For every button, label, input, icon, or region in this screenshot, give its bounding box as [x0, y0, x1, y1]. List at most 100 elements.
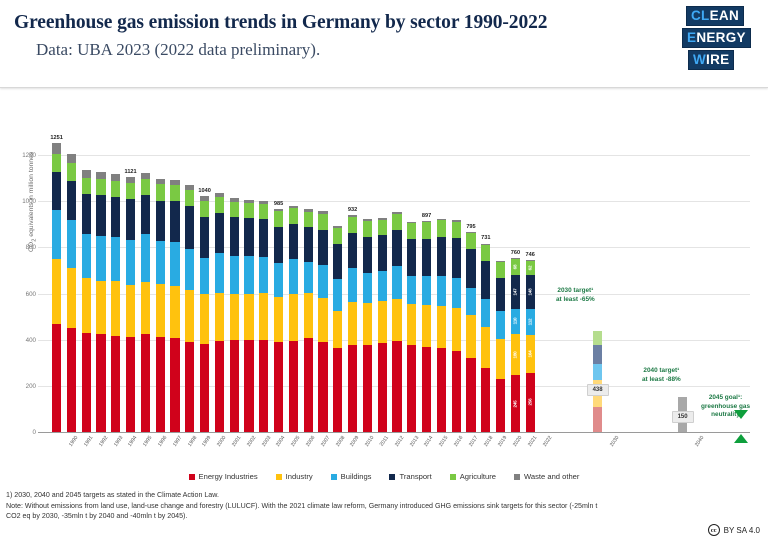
bar-segment-transport: [229, 217, 239, 257]
bar-1998[interactable]: [170, 179, 180, 432]
bar-segment-industry: [81, 277, 91, 333]
chart-legend: Energy Industries Industry Buildings Transp…: [0, 472, 768, 481]
bar-2002[interactable]: [229, 198, 239, 432]
bar-2015[interactable]: 897: [422, 213, 432, 432]
bar-1992[interactable]: [81, 169, 91, 432]
bar-1999[interactable]: [185, 185, 195, 432]
bar-2012[interactable]: [377, 217, 387, 432]
bar-segment-industry: [481, 326, 491, 369]
bar-segment-waste-and-other: [481, 243, 491, 245]
bar-2010[interactable]: 932: [348, 207, 358, 432]
bar-1997[interactable]: [155, 178, 165, 432]
bar-2022[interactable]: 256 164 112 148 62 746: [525, 252, 535, 432]
bar-segment-agriculture: [185, 190, 195, 207]
bar-segment-buildings: [185, 248, 195, 291]
bar-segment-energy-industries: [377, 342, 387, 432]
bar-2005[interactable]: 985: [274, 201, 284, 432]
bar-segment-energy-industries: [214, 341, 224, 432]
bar-segment-agriculture: [96, 179, 106, 196]
bar-segment-agriculture: [140, 178, 150, 195]
legend-item-transport[interactable]: Transport: [389, 472, 432, 481]
target-segment-energy-industries: [593, 407, 603, 432]
target-bar-2030[interactable]: [593, 330, 603, 432]
bar-segment-buildings: [200, 257, 210, 295]
bar-2014[interactable]: [407, 221, 417, 432]
plot-area: CO2 equivalents in million tonnes 0 200 40…: [22, 102, 751, 454]
bar-segment-waste-and-other: [185, 185, 195, 191]
bar-segment-agriculture: [229, 201, 239, 218]
bar-segment-waste-and-other: [348, 215, 358, 218]
bar-total-label: 795: [466, 223, 476, 230]
bar-segment-agriculture: [333, 228, 343, 244]
bar-segment-industry: [407, 304, 417, 345]
legend-swatch-icon: [188, 473, 195, 480]
bar-2013[interactable]: [392, 212, 402, 432]
bar-1996[interactable]: [140, 172, 150, 432]
bar-total-label: 1251: [50, 135, 63, 142]
legend-item-agriculture[interactable]: Agriculture: [449, 472, 496, 481]
legend-item-waste-and-other[interactable]: Waste and other: [514, 472, 579, 481]
bar-1993[interactable]: [96, 171, 106, 432]
target-segment-agriculture: [593, 330, 603, 345]
bar-segment-industry: [466, 315, 476, 359]
bar-segment-waste-and-other: [66, 154, 76, 164]
logo-clean-prefix: CL: [691, 8, 710, 23]
legend-label: Waste and other: [524, 472, 580, 481]
x-axis-label-2018: 2018: [482, 435, 495, 448]
bar-2007[interactable]: [303, 209, 313, 432]
x-axis-label-2008: 2008: [334, 435, 347, 448]
x-axis-label-2015: 2015: [438, 435, 450, 448]
bar-2011[interactable]: [362, 219, 372, 432]
bar-segment-buildings: [66, 219, 76, 268]
bar-2000[interactable]: 1040: [198, 188, 211, 432]
bar-segment-agriculture: [66, 163, 76, 181]
bar-segment-transport: 148: [525, 275, 535, 310]
bar-2017[interactable]: [451, 220, 461, 432]
bar-1994[interactable]: [111, 173, 121, 432]
bar-1990[interactable]: 1251: [50, 135, 63, 432]
legend-item-buildings[interactable]: Buildings: [330, 472, 371, 481]
bar-2006[interactable]: [288, 205, 298, 432]
bar-2019[interactable]: 731: [481, 235, 491, 432]
x-axis-label-2016: 2016: [452, 435, 465, 448]
bar-segment-transport: [318, 229, 328, 265]
bar-2009[interactable]: [333, 225, 343, 432]
bar-segment-energy-industries: [155, 337, 165, 432]
bar-segment-industry: [436, 306, 446, 349]
x-axis-label-2001: 2001: [230, 435, 243, 448]
bar-2021[interactable]: 245 180 110 147 68 760: [511, 250, 520, 432]
legend-label: Industry: [285, 472, 313, 481]
page-title: Greenhouse gas emission trends in German…: [14, 12, 548, 33]
bar-1991[interactable]: [66, 154, 76, 432]
bar-2001[interactable]: [214, 193, 224, 432]
legend-item-energy-industries[interactable]: Energy Industries: [188, 472, 258, 481]
bar-segment-buildings: [81, 233, 91, 278]
bar-2016[interactable]: [436, 218, 446, 432]
bar-1995[interactable]: 1121: [125, 169, 137, 432]
bar-segment-buildings: [244, 255, 254, 294]
bar-segment-waste-and-other: [274, 208, 284, 212]
bar-segment-industry: [348, 301, 358, 345]
license-block: cc BY SA 4.0: [707, 524, 760, 536]
x-axis-label-2022: 2022: [541, 435, 554, 448]
bar-segment-buildings: [333, 278, 343, 312]
bar-segment-buildings: [466, 288, 476, 316]
bar-2003[interactable]: [244, 199, 254, 432]
footnote-2: Note: Without emissions from land use, l…: [6, 501, 598, 510]
gridline: [38, 201, 750, 203]
page-subtitle: Data: UBA 2023 (2022 data preliminary).: [36, 40, 321, 59]
bar-2008[interactable]: [318, 211, 328, 432]
y-axis-tick: 800: [25, 244, 36, 252]
bar-segment-buildings: [288, 259, 298, 295]
bar-2004[interactable]: [259, 200, 269, 432]
bar-segment-transport: [185, 206, 195, 249]
bar-segment-buildings: 112: [525, 309, 535, 336]
legend-item-industry[interactable]: Industry: [275, 472, 313, 481]
bar-2020[interactable]: [496, 261, 506, 432]
bar-segment-transport: [422, 238, 432, 277]
bar-segment-waste-and-other: [451, 220, 461, 222]
bar-segment-buildings: [96, 235, 106, 281]
bar-2018[interactable]: 795: [466, 224, 476, 432]
target-2045-note: 2045 goal¹: greenhouse gas neutrality: [701, 394, 751, 418]
x-axis-label-2021: 2021: [526, 435, 539, 448]
